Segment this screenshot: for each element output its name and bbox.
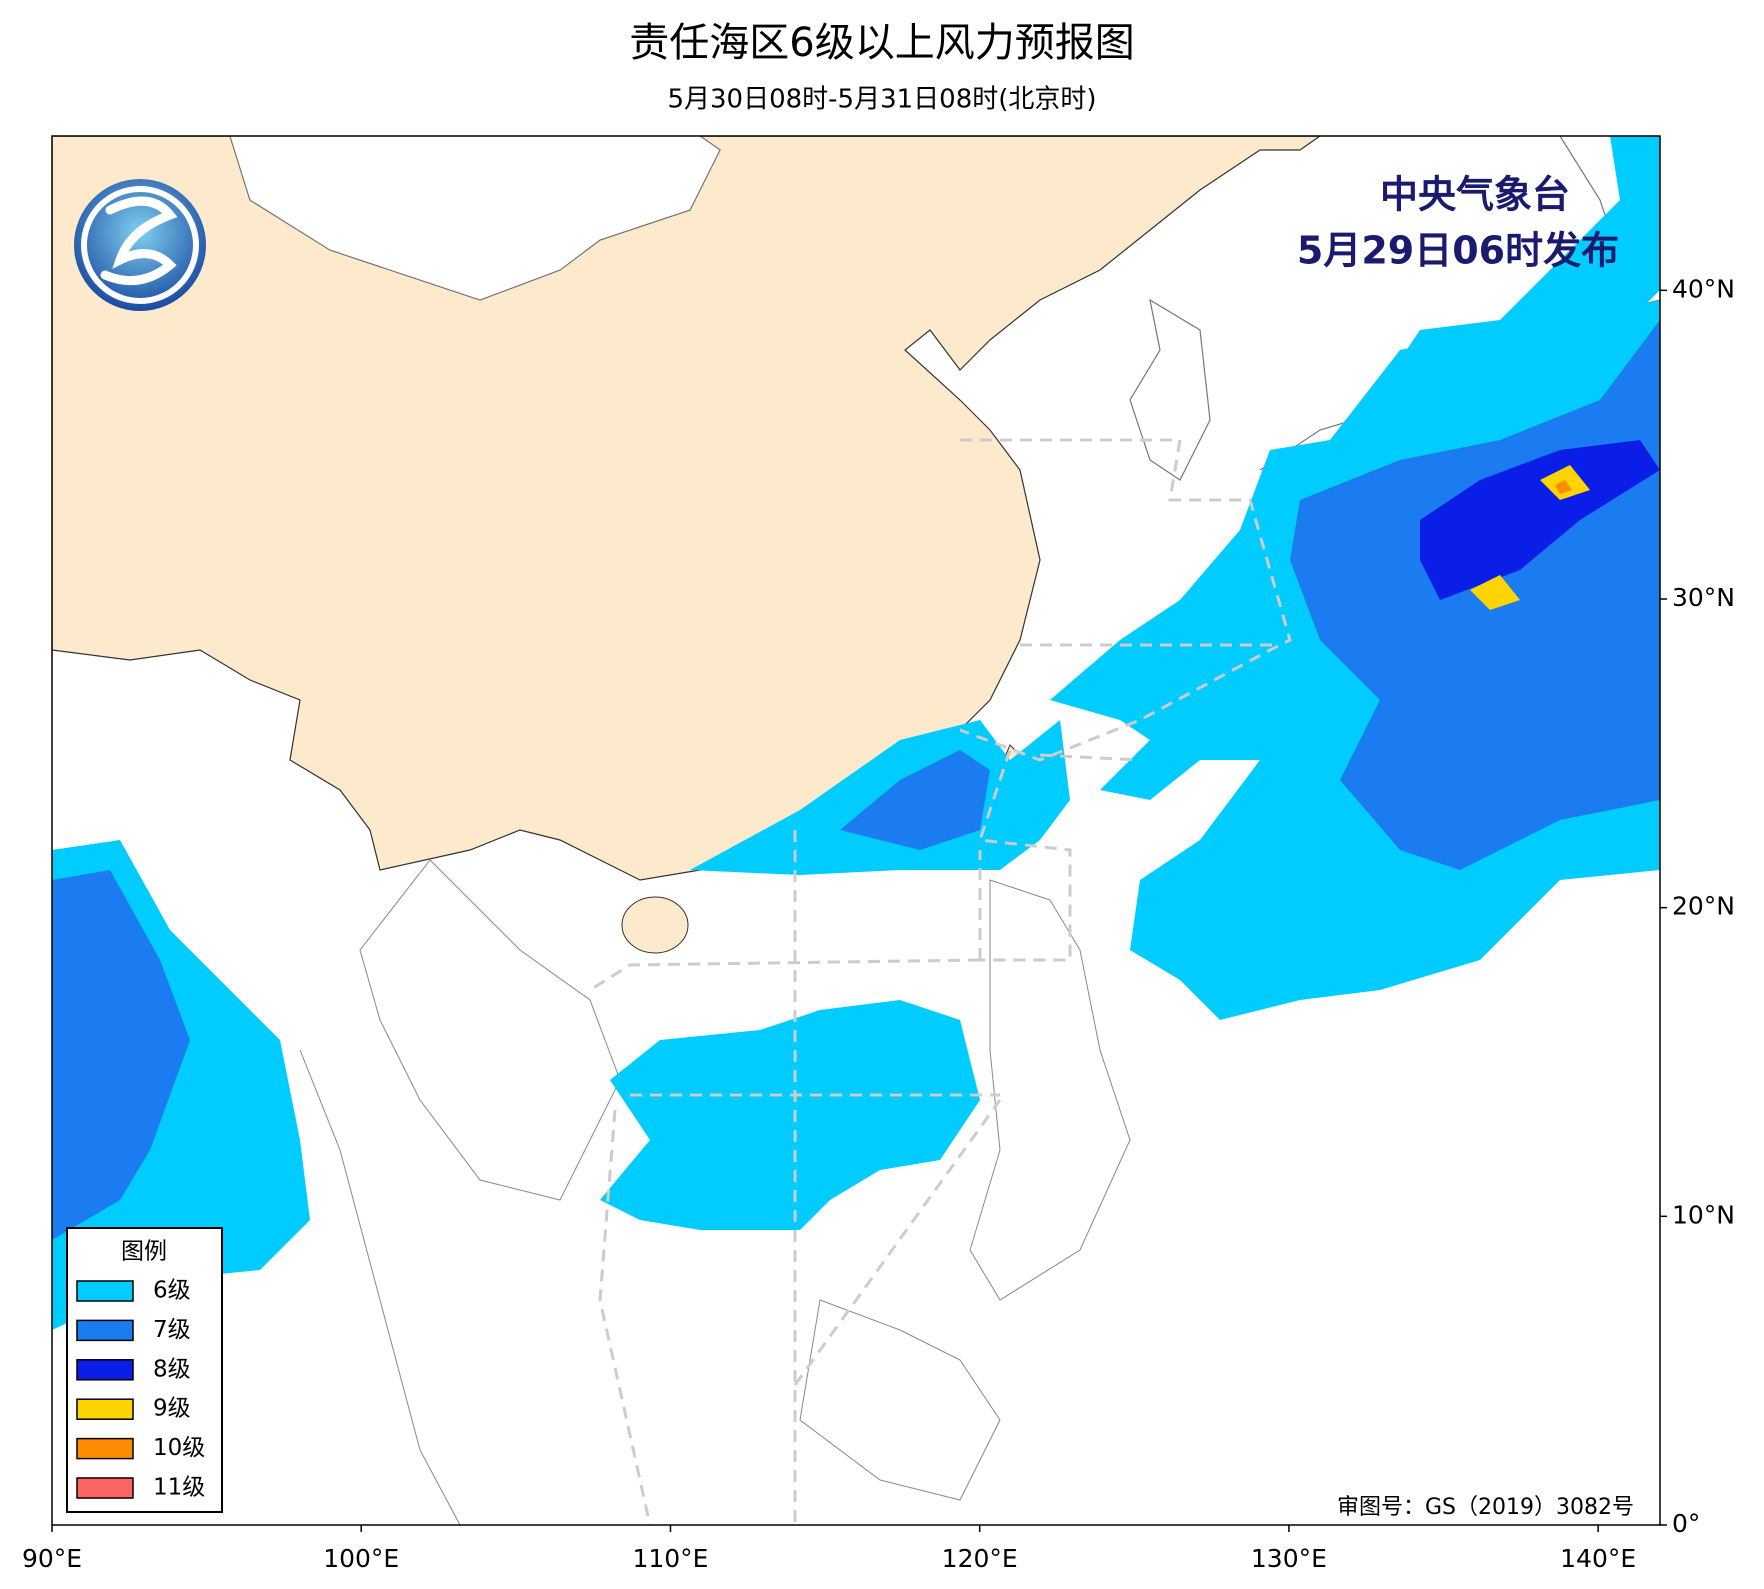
legend-swatch (76, 1437, 134, 1460)
legend-label: 9级 (153, 1396, 191, 1422)
subtitle: 5月30日08时-5月31日08时(北京时) (667, 85, 1096, 115)
y-tick-label: 0° (1672, 1509, 1700, 1538)
wind-7-strait (840, 750, 990, 850)
logo (74, 179, 206, 311)
y-tick-label: 30°N (1672, 583, 1735, 612)
legend-label: 10级 (153, 1435, 205, 1461)
issuer: 中央气象台 (1380, 173, 1570, 217)
wind-7-bay (52, 870, 190, 1240)
x-tick-label: 130°E (1251, 1544, 1327, 1573)
map-frame (51, 135, 1661, 1526)
legend-swatch (76, 1477, 134, 1499)
legend-label: 7级 (153, 1317, 191, 1343)
indochina (299, 859, 621, 1525)
land-north (229, 136, 721, 301)
hainan (621, 896, 689, 954)
x-tick-label: 90°E (22, 1544, 82, 1573)
sea-area-boundary (589, 438, 1292, 1525)
wind-8-east (1420, 440, 1660, 600)
legend-label: 11级 (153, 1475, 205, 1501)
legend-label: 8级 (153, 1356, 191, 1382)
x-tick-label: 110°E (632, 1544, 708, 1573)
legend-title: 图例 (121, 1239, 167, 1265)
y-tick-label: 20°N (1672, 892, 1735, 921)
y-tick-label: 10°N (1672, 1200, 1735, 1229)
legend: 图例 6级 7级 8级 9级 10级 11级 (66, 1227, 223, 1513)
x-tick-label: 140°E (1560, 1544, 1636, 1573)
legend-swatch (76, 1398, 134, 1420)
wind-10-east (1555, 480, 1572, 494)
y-tick-label: 40°N (1672, 274, 1735, 303)
x-tick-label: 120°E (942, 1544, 1018, 1573)
legend-label: 6级 (153, 1278, 191, 1304)
wind-6-northeast (1400, 136, 1660, 360)
title: 责任海区6级以上风力预报图 (629, 20, 1134, 66)
review-number: 审图号：GS（2019）3082号 (1337, 1495, 1634, 1520)
issue-time: 5月29日06时发布 (1297, 229, 1619, 273)
legend-swatch (76, 1280, 134, 1302)
map-area (52, 136, 1660, 1525)
wind-9-east (1470, 465, 1590, 610)
legend-swatch (76, 1359, 134, 1381)
legend-swatch (76, 1319, 134, 1342)
x-tick-label: 100°E (323, 1544, 399, 1573)
wind-6-scs (600, 1000, 980, 1230)
